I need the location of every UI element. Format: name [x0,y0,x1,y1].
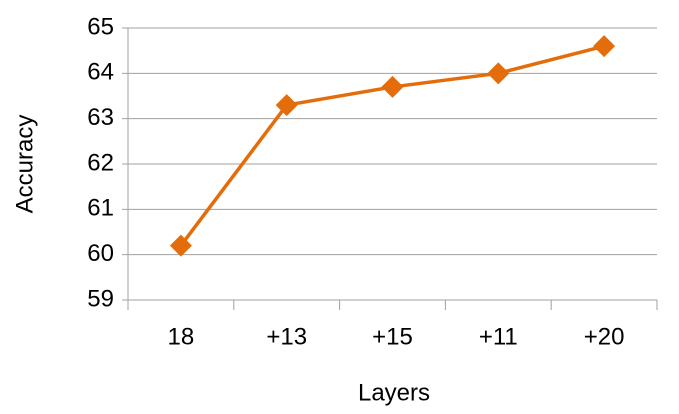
y-tick-label: 62 [87,149,114,176]
marker [275,94,298,117]
x-tick-label: +20 [584,323,625,350]
y-tick-label: 64 [87,59,114,86]
y-axis-label: Accuracy [11,115,38,214]
y-tick-label: 63 [87,104,114,131]
marker [381,75,404,98]
marker [169,234,192,257]
x-tick-label: 18 [168,323,195,350]
marker [487,62,510,85]
x-axis-label: Layers [358,379,430,406]
x-tick-label: +13 [266,323,307,350]
x-tick-label: +15 [372,323,413,350]
y-tick-label: 59 [87,285,114,312]
y-tick-label: 61 [87,195,114,222]
y-tick-label: 60 [87,240,114,267]
x-tick-label: +11 [479,323,518,350]
marker [593,35,616,58]
y-tick-label: 65 [87,13,114,40]
